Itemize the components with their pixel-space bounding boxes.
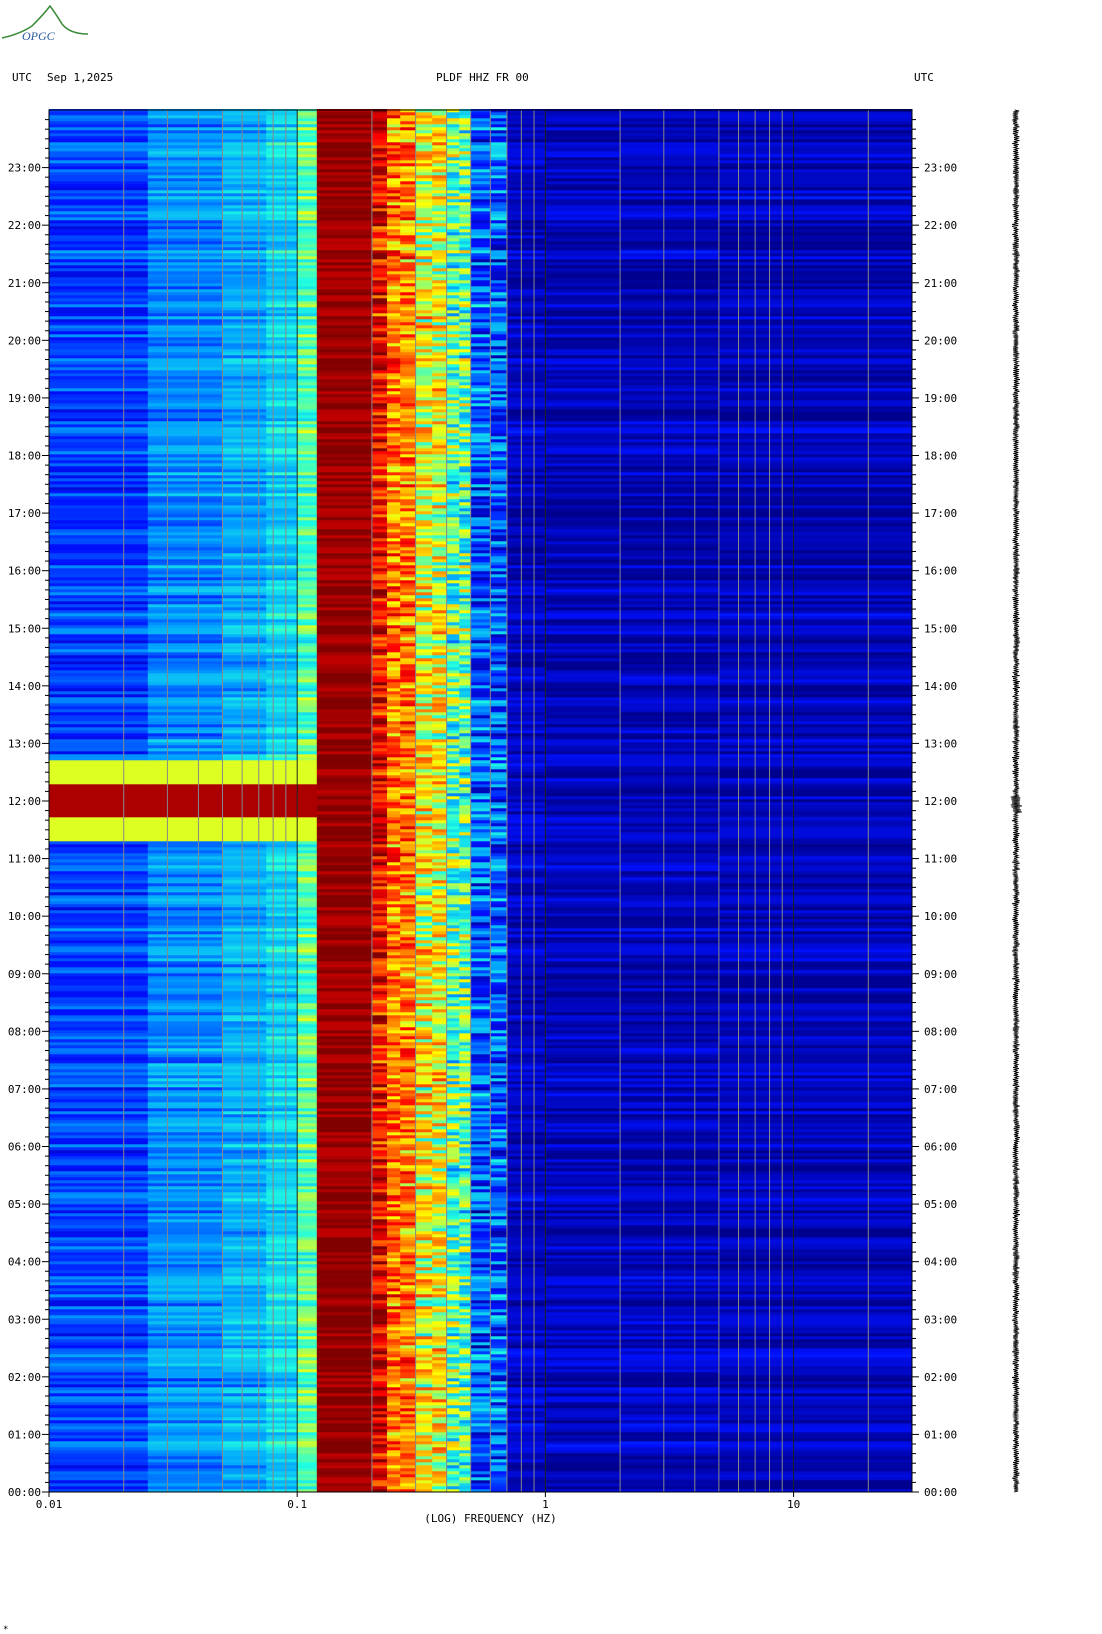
time-tick-label-right: 21:00 <box>924 277 957 290</box>
time-tick-label-right: 14:00 <box>924 680 957 693</box>
time-tick-label-left: 16:00 <box>8 565 41 578</box>
time-tick-label-left: 09:00 <box>8 968 41 981</box>
time-tick-label-right: 07:00 <box>924 1083 957 1096</box>
header-date: Sep 1,2025 <box>47 71 114 84</box>
time-tick-label-right: 19:00 <box>924 392 957 405</box>
time-tick-label-right: 17:00 <box>924 507 957 520</box>
time-tick-label-right: 05:00 <box>924 1198 957 1211</box>
time-tick-label-left: 10:00 <box>8 910 41 923</box>
time-tick-label-right: 04:00 <box>924 1256 957 1269</box>
time-tick-label-right: 08:00 <box>924 1025 957 1038</box>
time-tick-label-left: 22:00 <box>8 219 41 232</box>
time-tick-label-right: 01:00 <box>924 1428 957 1441</box>
time-tick-label-left: 19:00 <box>8 392 41 405</box>
time-tick-label-left: 01:00 <box>8 1428 41 1441</box>
time-tick-label-left: 23:00 <box>8 162 41 175</box>
time-tick-label-left: 20:00 <box>8 334 41 347</box>
frequency-tick-label: 1 <box>542 1498 549 1511</box>
time-tick-label-left: 05:00 <box>8 1198 41 1211</box>
frequency-tick-label: 0.01 <box>36 1498 63 1511</box>
time-tick-label-right: 00:00 <box>924 1486 957 1499</box>
header-station: PLDF HHZ FR 00 <box>436 71 529 84</box>
time-tick-label-left: 15:00 <box>8 622 41 635</box>
time-tick-label-left: 00:00 <box>8 1486 41 1499</box>
time-tick-label-left: 07:00 <box>8 1083 41 1096</box>
logo-text: OPGC <box>22 29 56 43</box>
time-tick-label-right: 06:00 <box>924 1141 957 1154</box>
time-tick-label-left: 14:00 <box>8 680 41 693</box>
time-tick-label-left: 06:00 <box>8 1141 41 1154</box>
time-tick-label-right: 11:00 <box>924 853 957 866</box>
time-tick-label-left: 13:00 <box>8 737 41 750</box>
time-tick-label-right: 12:00 <box>924 795 957 808</box>
time-tick-label-right: 09:00 <box>924 968 957 981</box>
spectrogram-plot-area <box>49 109 913 1493</box>
frequency-gridlines <box>123 110 869 1492</box>
time-axis: 00:00 00:00 01:00 01:00 02:00 02:00 03:00 03:00… <box>8 119 957 1499</box>
seismogram-trace <box>1010 109 1023 1493</box>
time-tick-label-right: 18:00 <box>924 450 957 463</box>
time-tick-label-left: 03:00 <box>8 1313 41 1326</box>
time-tick-label-left: 21:00 <box>8 277 41 290</box>
time-tick-label-right: 10:00 <box>924 910 957 923</box>
time-tick-label-left: 04:00 <box>8 1256 41 1269</box>
frequency-tick-label: 10 <box>787 1498 800 1511</box>
time-tick-label-right: 13:00 <box>924 737 957 750</box>
time-tick-label-left: 18:00 <box>8 450 41 463</box>
frequency-axis: 0.01 0.1 1 10 <box>36 1492 800 1511</box>
x-axis-label: (LOG) FREQUENCY (HZ) <box>424 1512 556 1525</box>
time-tick-label-left: 02:00 <box>8 1371 41 1384</box>
time-tick-label-right: 16:00 <box>924 565 957 578</box>
logo: OPGC <box>0 0 95 49</box>
header-right-timezone: UTC <box>914 71 934 84</box>
time-tick-label-right: 15:00 <box>924 622 957 635</box>
time-tick-label-left: 17:00 <box>8 507 41 520</box>
time-tick-label-left: 11:00 <box>8 853 41 866</box>
time-tick-label-left: 12:00 <box>8 795 41 808</box>
footer-mark: * <box>3 1625 8 1634</box>
header-left-timezone: UTC <box>12 71 32 84</box>
time-tick-label-right: 23:00 <box>924 162 957 175</box>
time-tick-label-right: 02:00 <box>924 1371 957 1384</box>
time-tick-label-right: 22:00 <box>924 219 957 232</box>
seismogram-line <box>1010 109 1023 1493</box>
observatory-logo-icon: OPGC <box>1 4 89 43</box>
time-tick-label-left: 08:00 <box>8 1025 41 1038</box>
time-tick-label-right: 03:00 <box>924 1313 957 1326</box>
time-tick-label-right: 20:00 <box>924 334 957 347</box>
frequency-tick-label: 0.1 <box>287 1498 307 1511</box>
